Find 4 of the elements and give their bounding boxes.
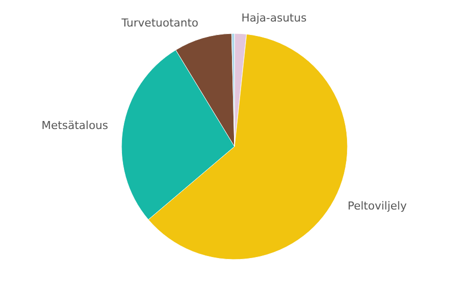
slice-label: Turvetuotanto — [120, 16, 199, 30]
slice-label: Peltoviljely — [348, 199, 408, 212]
slice-label: Haja-asutus — [241, 12, 307, 25]
slice-label: Metsätalous — [42, 119, 108, 132]
